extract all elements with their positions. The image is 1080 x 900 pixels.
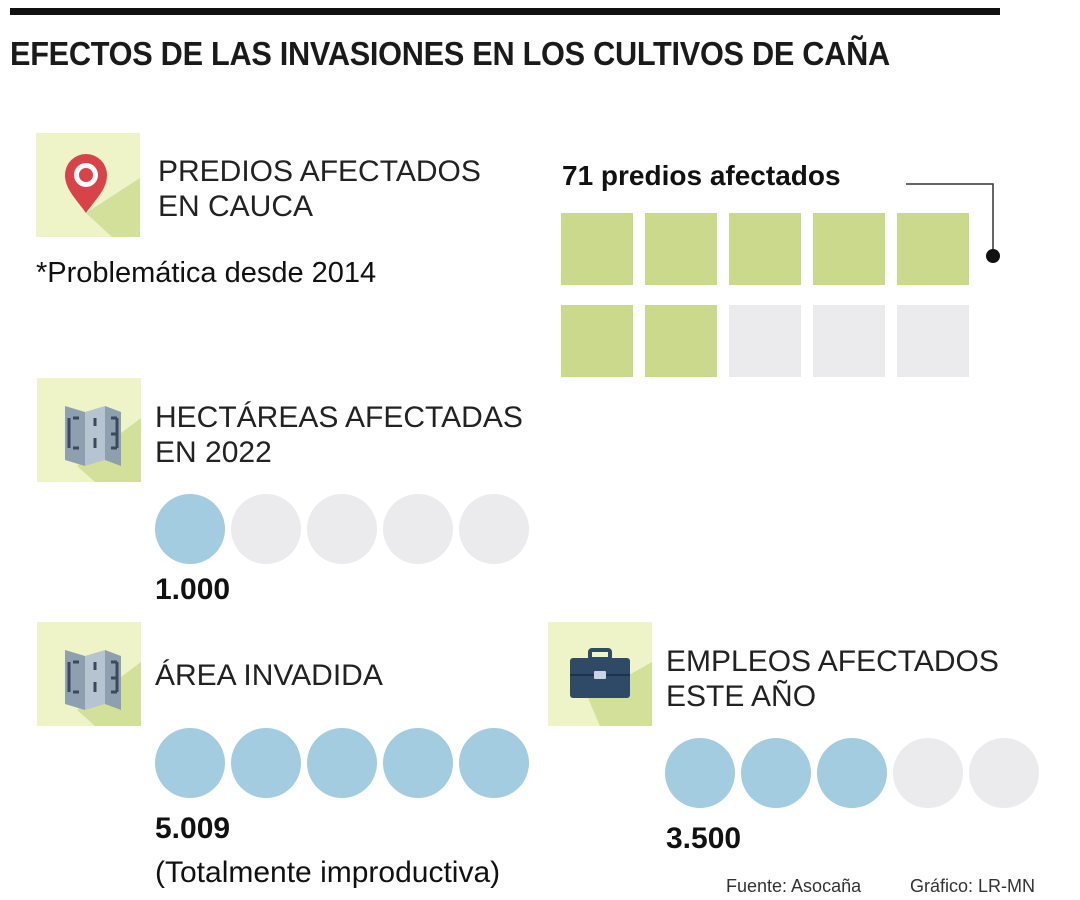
hectareas-unit-circle <box>383 494 453 564</box>
hectareas-unit-circle <box>459 494 529 564</box>
hectareas-label: HECTÁREAS AFECTADAS EN 2022 <box>155 400 523 470</box>
predios-label: PREDIOS AFECTADOS EN CAUCA <box>158 154 481 224</box>
hectareas-label-line2: EN 2022 <box>155 436 272 469</box>
area-label: ÁREA INVADIDA <box>155 658 383 693</box>
map-icon <box>37 622 141 726</box>
predios-unit-square <box>813 213 885 285</box>
area-label-line1: ÁREA INVADIDA <box>155 659 383 692</box>
predios-label-line1: PREDIOS AFECTADOS <box>158 155 481 188</box>
area-unit-circle <box>383 728 453 798</box>
source-fuente: Fuente: Asocaña <box>726 876 862 896</box>
top-rule <box>10 8 1000 15</box>
predios-unit-square <box>813 305 885 377</box>
source-grafico: Gráfico: LR-MN <box>910 876 1036 896</box>
predios-label-line2: EN CAUCA <box>158 190 314 223</box>
briefcase-icon <box>548 622 652 726</box>
infographic-title: EFECTOS DE LAS INVASIONES EN LOS CULTIVO… <box>10 35 890 72</box>
empleos-label-line2: ESTE AÑO <box>666 680 817 713</box>
area-unit-circle <box>459 728 529 798</box>
empleos-unit-circle <box>893 738 963 808</box>
predios-unit-square <box>897 305 969 377</box>
map-pin-icon <box>36 133 140 237</box>
predios-note: *Problemática desde 2014 <box>36 257 377 289</box>
predios-unit-square <box>645 305 717 377</box>
predios-unit-square <box>897 213 969 285</box>
hectareas-unit-circle <box>307 494 377 564</box>
predios-unit-square <box>561 305 633 377</box>
predios-leader-line <box>906 183 1000 263</box>
empleos-label: EMPLEOS AFECTADOS ESTE AÑO <box>666 644 999 714</box>
empleos-value: 3.500 <box>666 822 742 855</box>
empleos-unit-circle <box>665 738 735 808</box>
area-unit-circle <box>155 728 225 798</box>
empleos-unit-circle <box>817 738 887 808</box>
area-unit-circle <box>231 728 301 798</box>
hectareas-label-line1: HECTÁREAS AFECTADAS <box>155 401 523 434</box>
predios-unit-square <box>645 213 717 285</box>
empleos-unit-circle <box>741 738 811 808</box>
area-unit-circle <box>307 728 377 798</box>
predios-unit-square <box>729 213 801 285</box>
predios-chart-title: 71 predios afectados <box>562 160 841 191</box>
predios-unit-square <box>561 213 633 285</box>
area-value: 5.009 <box>155 812 231 845</box>
hectareas-unit-circle <box>155 494 225 564</box>
area-note: (Totalmente improductiva) <box>155 856 501 889</box>
hectareas-unit-circle <box>231 494 301 564</box>
predios-unit-square <box>729 305 801 377</box>
empleos-label-line1: EMPLEOS AFECTADOS <box>666 645 999 678</box>
map-icon <box>37 378 141 482</box>
hectareas-value: 1.000 <box>155 573 231 606</box>
empleos-unit-circle <box>969 738 1039 808</box>
